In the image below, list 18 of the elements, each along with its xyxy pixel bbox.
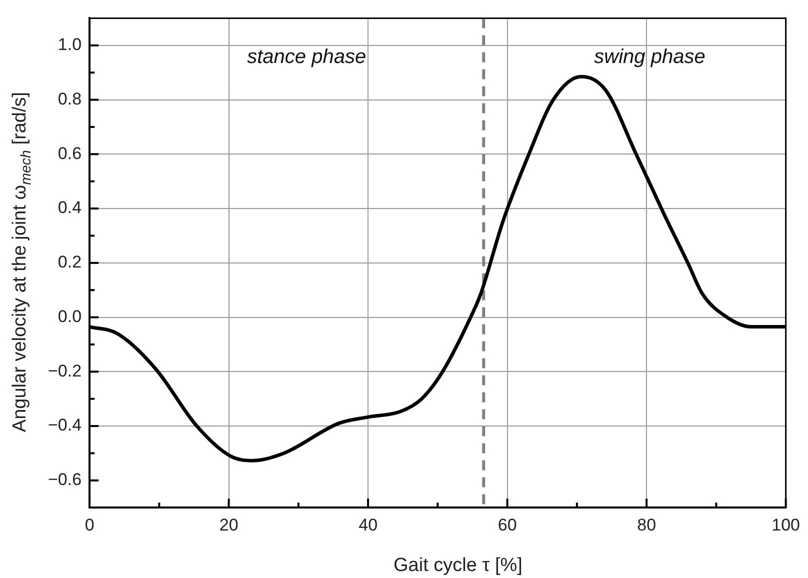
y-tick-label: −0.6 [48,470,82,490]
x-tick-label: 100 [772,515,800,534]
y-tick-label: 1.0 [58,35,82,54]
x-tick-label: 0 [84,515,94,534]
x-tick-label: 20 [219,515,238,534]
x-tick-label: 80 [637,515,656,534]
y-tick-label: 0.6 [58,144,82,163]
y-tick-label: −0.4 [48,416,82,435]
x-axis-title: Gait cycle τ [%] [394,555,522,577]
x-tick-label: 40 [358,515,378,534]
annotation: stance phase [247,46,366,68]
y-tick-label: 0.0 [58,306,82,326]
y-tick-label: 0.2 [58,252,82,272]
y-tick-label: −0.2 [48,361,82,380]
y-tick-label: 0.8 [58,89,82,108]
x-tick-label: 60 [498,515,517,534]
annotation: swing phase [594,46,706,68]
y-tick-label: 0.4 [58,198,82,218]
